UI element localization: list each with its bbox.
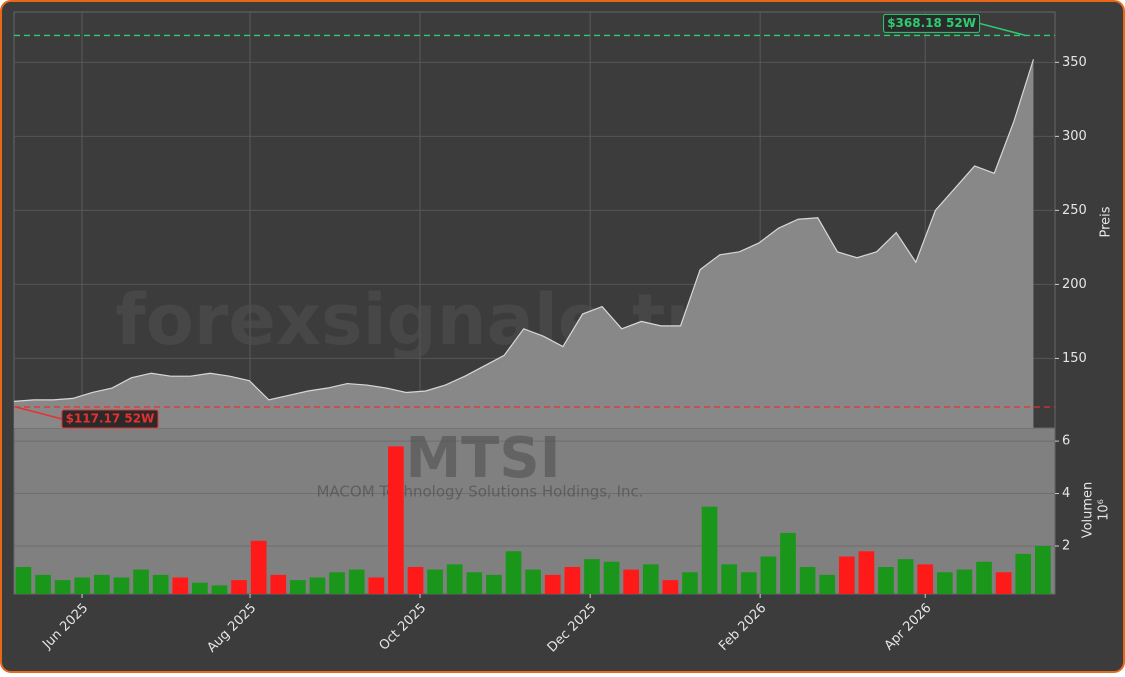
volume-bar (721, 564, 738, 594)
volume-bar (192, 582, 208, 594)
volume-bar (682, 572, 698, 594)
y-axis-unit: 10⁶ (1097, 499, 1112, 521)
volume-bar (329, 572, 345, 594)
volume-bar (878, 566, 894, 594)
volume-bar (250, 540, 267, 594)
y-tick-label: 2 (1062, 539, 1070, 554)
volume-bar (525, 569, 541, 594)
volume-bar (74, 577, 91, 594)
volume-bar (976, 561, 992, 594)
price-line (13, 59, 1035, 402)
watermark-title: MTSI (405, 426, 560, 491)
volume-bar (309, 577, 326, 594)
annotation-box (883, 13, 981, 33)
volume-bar (858, 551, 875, 594)
volume-bar (917, 564, 934, 594)
y-tick-label: 200 (1062, 277, 1087, 292)
annotation-label: $117.17 52W (66, 412, 155, 426)
volume-bar (172, 577, 189, 594)
volume-bar (54, 580, 71, 594)
volume-bar (290, 580, 306, 594)
volume-bar (740, 572, 757, 594)
volume-bar (152, 574, 169, 594)
volume-bar (231, 580, 247, 594)
volume-bar (760, 556, 777, 594)
volume-bar (35, 574, 51, 594)
y-tick-label: 6 (1062, 434, 1070, 449)
volume-bar (388, 446, 404, 594)
volume-bar (407, 566, 424, 594)
volume-bar (564, 566, 581, 594)
volume-bar (446, 564, 463, 594)
volume-bar (995, 572, 1012, 594)
annotation-arrow (15, 406, 63, 420)
annotation-label: $368.18 52W (887, 16, 976, 30)
y-tick-label: 350 (1062, 55, 1087, 70)
volume-bar (956, 569, 973, 594)
y-axis-label: Preis (1099, 206, 1114, 237)
volume-bar (603, 561, 620, 594)
volume-bar (113, 577, 130, 594)
volume-bar (642, 564, 659, 594)
y-tick-label: 300 (1062, 129, 1087, 144)
watermark-subtitle: MACOM Technology Solutions Holdings, Inc… (316, 483, 643, 501)
volume-bar (701, 506, 718, 594)
volume-bar (486, 574, 502, 594)
volume-bar (15, 566, 32, 594)
volume-bar (838, 556, 855, 594)
volume-bar (133, 569, 149, 594)
volume-bar (819, 574, 836, 594)
volume-bar (780, 532, 796, 594)
volume-bar (505, 551, 522, 594)
volume-bar (427, 569, 443, 594)
volume-bar (584, 559, 600, 594)
price-area (14, 59, 1034, 429)
volume-bar (368, 577, 385, 594)
volume-bar (211, 585, 228, 594)
y-axis-label: Volumen (1081, 482, 1096, 539)
volume-bar (623, 569, 639, 594)
volume-bar (799, 566, 816, 594)
volume-bar (1035, 546, 1051, 594)
y-tick-label: 250 (1062, 203, 1087, 218)
plot-background (13, 11, 1056, 595)
volume-bar (93, 574, 110, 594)
volume-bar (936, 572, 953, 594)
volume-bar (544, 574, 561, 594)
y-tick-label: 150 (1062, 351, 1087, 366)
annotation-arrow (979, 22, 1026, 37)
volume-bar (466, 572, 483, 594)
panel (13, 427, 1056, 595)
volume-bar (270, 574, 287, 594)
volume-bar (1015, 553, 1032, 594)
volume-bar (662, 580, 679, 594)
annotation-box (61, 409, 159, 429)
volume-bar (897, 559, 914, 594)
volume-bar (348, 569, 365, 594)
y-tick-label: 4 (1062, 486, 1070, 501)
